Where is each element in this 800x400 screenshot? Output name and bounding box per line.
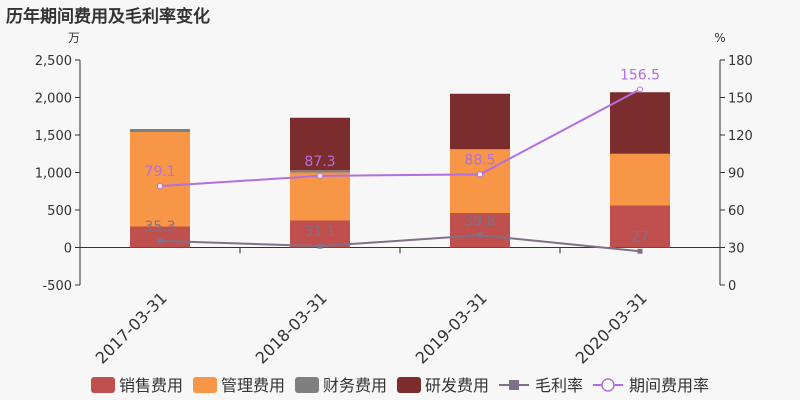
right-tick-label: 60 — [728, 204, 745, 219]
right-tick-label: 180 — [728, 54, 753, 69]
line-point — [637, 248, 643, 254]
left-tick-label: 1,000 — [35, 167, 72, 182]
right-tick-label: 30 — [728, 242, 745, 257]
legend-marker — [509, 380, 519, 390]
bar-segment — [450, 213, 510, 248]
line-point — [157, 238, 163, 244]
bar-segment — [450, 149, 510, 213]
left-axis-unit: 万 — [68, 31, 80, 45]
left-tick-label: -500 — [42, 279, 72, 294]
bar-segment — [610, 153, 670, 206]
x-tick-label: 2019-03-31 — [412, 288, 491, 367]
data-label: 79.1 — [144, 164, 175, 180]
data-label: 31.1 — [304, 224, 335, 240]
left-tick-label: 500 — [47, 204, 72, 219]
data-label: 27 — [631, 229, 649, 245]
x-tick-label: 2017-03-31 — [92, 288, 171, 367]
data-label: 35.3 — [144, 219, 175, 235]
line-point — [317, 172, 323, 179]
x-tick-label: 2018-03-31 — [252, 288, 331, 367]
left-tick-label: 2,500 — [35, 54, 72, 69]
line-point — [637, 86, 643, 93]
legend-label: 财务费用 — [323, 376, 387, 395]
line-point — [477, 232, 483, 238]
legend-label: 期间费用率 — [629, 376, 709, 395]
right-tick-label: 90 — [728, 167, 745, 182]
data-label: 88.5 — [464, 152, 495, 168]
bar-segment — [290, 220, 350, 248]
right-tick-label: 120 — [728, 129, 753, 144]
legend-swatch — [397, 377, 421, 393]
legend-swatch — [193, 377, 217, 393]
bar-segment — [610, 205, 670, 248]
data-label: 87.3 — [304, 154, 335, 170]
legend-label: 毛利率 — [535, 376, 583, 395]
legend-swatch — [295, 377, 319, 393]
bar-segment — [290, 170, 350, 173]
right-tick-label: 150 — [728, 92, 753, 107]
bar-segment — [130, 132, 190, 227]
legend-marker — [601, 378, 615, 392]
data-label: 39.8 — [464, 213, 495, 229]
legend-swatch — [91, 377, 115, 393]
bar-segment — [290, 117, 350, 171]
chart-title: 历年期间费用及毛利率变化 — [6, 7, 210, 27]
bar-segment — [130, 129, 190, 132]
right-tick-label: 0 — [728, 279, 736, 294]
left-tick-label: 1,500 — [35, 129, 72, 144]
left-tick-label: 0 — [64, 242, 72, 257]
bar-segment — [290, 172, 350, 221]
line-point — [317, 243, 323, 249]
data-label: 156.5 — [620, 67, 660, 83]
legend-label: 销售费用 — [119, 376, 183, 395]
legend-label: 研发费用 — [425, 376, 489, 395]
legend-label: 管理费用 — [221, 376, 285, 395]
line-series — [159, 88, 641, 188]
bar-segment — [450, 93, 510, 150]
left-tick-label: 2,000 — [35, 92, 72, 107]
right-axis-unit: % — [714, 31, 725, 45]
bar-segment — [610, 92, 670, 154]
line-point — [157, 183, 163, 190]
x-tick-label: 2020-03-31 — [572, 288, 651, 367]
line-point — [477, 171, 483, 178]
line-series — [159, 234, 641, 253]
